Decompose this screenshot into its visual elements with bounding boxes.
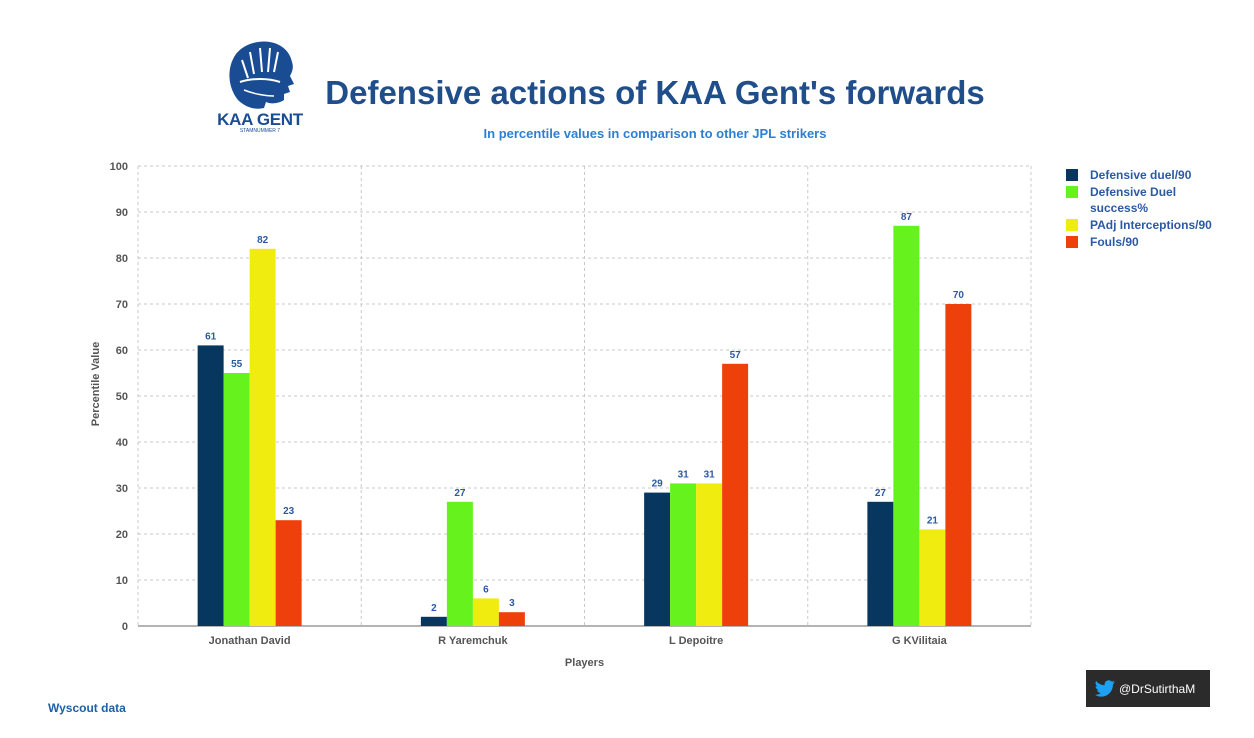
legend-item[interactable]: Defensive duel/90 xyxy=(1066,167,1246,183)
data-label: 82 xyxy=(257,235,269,246)
x-tick-label: G KVilitaia xyxy=(892,635,948,647)
legend-swatch xyxy=(1066,169,1078,181)
x-axis-title: Players xyxy=(565,657,604,669)
data-label: 27 xyxy=(454,488,466,499)
bar xyxy=(893,225,920,627)
y-tick-label: 80 xyxy=(116,253,128,265)
data-label: 87 xyxy=(901,212,913,223)
data-label: 23 xyxy=(283,506,295,517)
data-label: 31 xyxy=(704,469,716,480)
y-tick-label: 0 xyxy=(122,621,128,633)
data-label: 29 xyxy=(652,479,664,490)
legend-swatch xyxy=(1066,186,1078,198)
y-tick-label: 20 xyxy=(116,529,128,541)
bar xyxy=(670,483,697,626)
x-tick-label: R Yaremchuk xyxy=(438,635,508,647)
chart-legend: Defensive duel/90 Defensive Duel success%… xyxy=(1066,167,1246,251)
data-label: 31 xyxy=(678,469,690,480)
bar xyxy=(446,501,473,626)
data-label: 6 xyxy=(483,584,489,595)
x-tick-label: L Depoitre xyxy=(669,635,723,647)
data-label: 61 xyxy=(205,331,217,342)
data-label: 2 xyxy=(431,603,437,614)
legend-label: Defensive Duel success% xyxy=(1090,185,1177,215)
data-label: 27 xyxy=(875,488,887,499)
legend-label: Fouls/90 xyxy=(1090,235,1139,249)
twitter-credit: @DrSutirthaM xyxy=(1086,670,1210,707)
bar xyxy=(867,501,894,626)
chart-subtitle: In percentile values in comparison to ot… xyxy=(483,126,827,141)
legend-item[interactable]: PAdj Interceptions/90 xyxy=(1066,217,1246,233)
y-tick-label: 70 xyxy=(116,299,128,311)
data-label: 21 xyxy=(927,515,939,526)
y-tick-label: 50 xyxy=(116,391,128,403)
chart-title: Defensive actions of KAA Gent's forwards xyxy=(325,74,985,111)
data-label: 55 xyxy=(231,359,243,370)
bar xyxy=(223,373,250,626)
legend-swatch xyxy=(1066,236,1078,248)
bar xyxy=(722,363,749,626)
data-label: 70 xyxy=(953,290,965,301)
bar xyxy=(945,304,972,626)
bar xyxy=(644,492,671,626)
bar xyxy=(275,520,302,626)
bar xyxy=(919,529,946,626)
logo-subtext: STAMNUMMER 7 xyxy=(239,128,281,134)
y-tick-label: 40 xyxy=(116,437,128,449)
legend-item[interactable]: Defensive Duel success% xyxy=(1066,184,1210,216)
y-axis-title: Percentile Value xyxy=(90,342,102,426)
y-tick-label: 30 xyxy=(116,483,128,495)
y-tick-label: 100 xyxy=(110,161,128,173)
twitter-bird-icon xyxy=(1094,679,1115,697)
y-tick-label: 90 xyxy=(116,207,128,219)
bar xyxy=(420,616,447,626)
bar xyxy=(498,612,525,626)
legend-label: Defensive duel/90 xyxy=(1090,168,1192,182)
data-source: Wyscout data xyxy=(48,701,126,715)
y-tick-label: 60 xyxy=(116,345,128,357)
legend-item[interactable]: Fouls/90 xyxy=(1066,234,1246,250)
x-tick-label: Jonathan David xyxy=(209,635,291,647)
kaa-gent-logo xyxy=(229,41,294,109)
bar xyxy=(696,483,723,626)
legend-swatch xyxy=(1066,219,1078,231)
legend-label: PAdj Interceptions/90 xyxy=(1090,218,1212,232)
credit-text: @DrSutirthaM xyxy=(1119,681,1196,696)
data-label: 57 xyxy=(730,350,742,361)
y-tick-label: 10 xyxy=(116,575,128,587)
bar xyxy=(472,598,499,626)
bar xyxy=(249,248,276,627)
logo-text: KAA GENT xyxy=(217,110,303,129)
bar xyxy=(197,345,224,626)
data-label: 3 xyxy=(509,598,515,609)
